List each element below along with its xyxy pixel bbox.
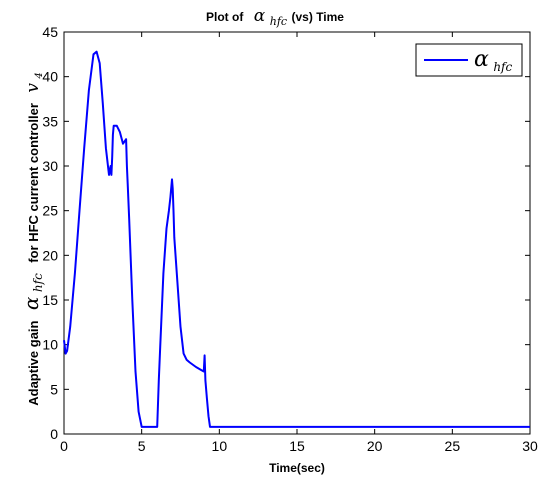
y-tick-label: 25 (42, 203, 58, 219)
x-tick-label: 30 (522, 438, 538, 454)
chart-title-suffix: (vs) Time (292, 10, 345, 24)
y-tick-label: 30 (42, 158, 58, 174)
y-ticks: 0 5 10 15 20 25 30 35 40 45 (42, 24, 530, 442)
x-ticks: 0 5 10 15 20 25 30 (60, 32, 538, 454)
x-tick-label: 15 (289, 438, 305, 454)
legend-entry: α hfc (474, 47, 512, 74)
x-tick-label: 25 (445, 438, 461, 454)
x-tick-label: 10 (212, 438, 228, 454)
series-layer (63, 50, 530, 428)
chart-title-subscript: hfc (270, 15, 287, 28)
x-tick-label: 5 (138, 438, 146, 454)
y-tick-label: 15 (42, 292, 58, 308)
x-tick-label: 0 (60, 438, 68, 454)
y-tick-label: 10 (42, 337, 58, 353)
y-axis-label-suffix: for HFC current controller (26, 103, 41, 263)
chart-title-prefix: Plot of (206, 10, 244, 24)
y-axis-label: Adaptive gain α hfc for HFC current cont… (19, 72, 46, 406)
chart-title-symbol: α (254, 6, 266, 26)
y-tick-label: 5 (50, 381, 58, 397)
series-line-alpha-hfc (63, 50, 530, 428)
y-axis-label-group: Adaptive gain α hfc for HFC current cont… (19, 72, 46, 406)
y-tick-label: 20 (42, 247, 58, 263)
y-axis-label-prefix: Adaptive gain (26, 320, 41, 405)
y-axis-label-tail-symbol: v (23, 83, 43, 93)
y-tick-label: 35 (42, 113, 58, 129)
legend: α hfc (415, 43, 523, 77)
legend-entry-symbol: α (474, 47, 489, 72)
x-tick-label: 20 (367, 438, 383, 454)
y-axis-label-tail-subscript: 4 (34, 72, 45, 79)
plot-area (63, 31, 531, 435)
y-tick-label: 40 (42, 69, 58, 85)
chart-title: Plot of α hfc (vs) Time (206, 6, 344, 29)
y-tick-label: 45 (42, 24, 58, 40)
y-tick-label: 0 (50, 426, 58, 442)
x-axis-label: Time(sec) (269, 461, 325, 475)
legend-entry-subscript: hfc (493, 60, 512, 74)
y-axis-label-symbol: α (19, 296, 43, 310)
y-axis-label-subscript: hfc (31, 273, 45, 292)
